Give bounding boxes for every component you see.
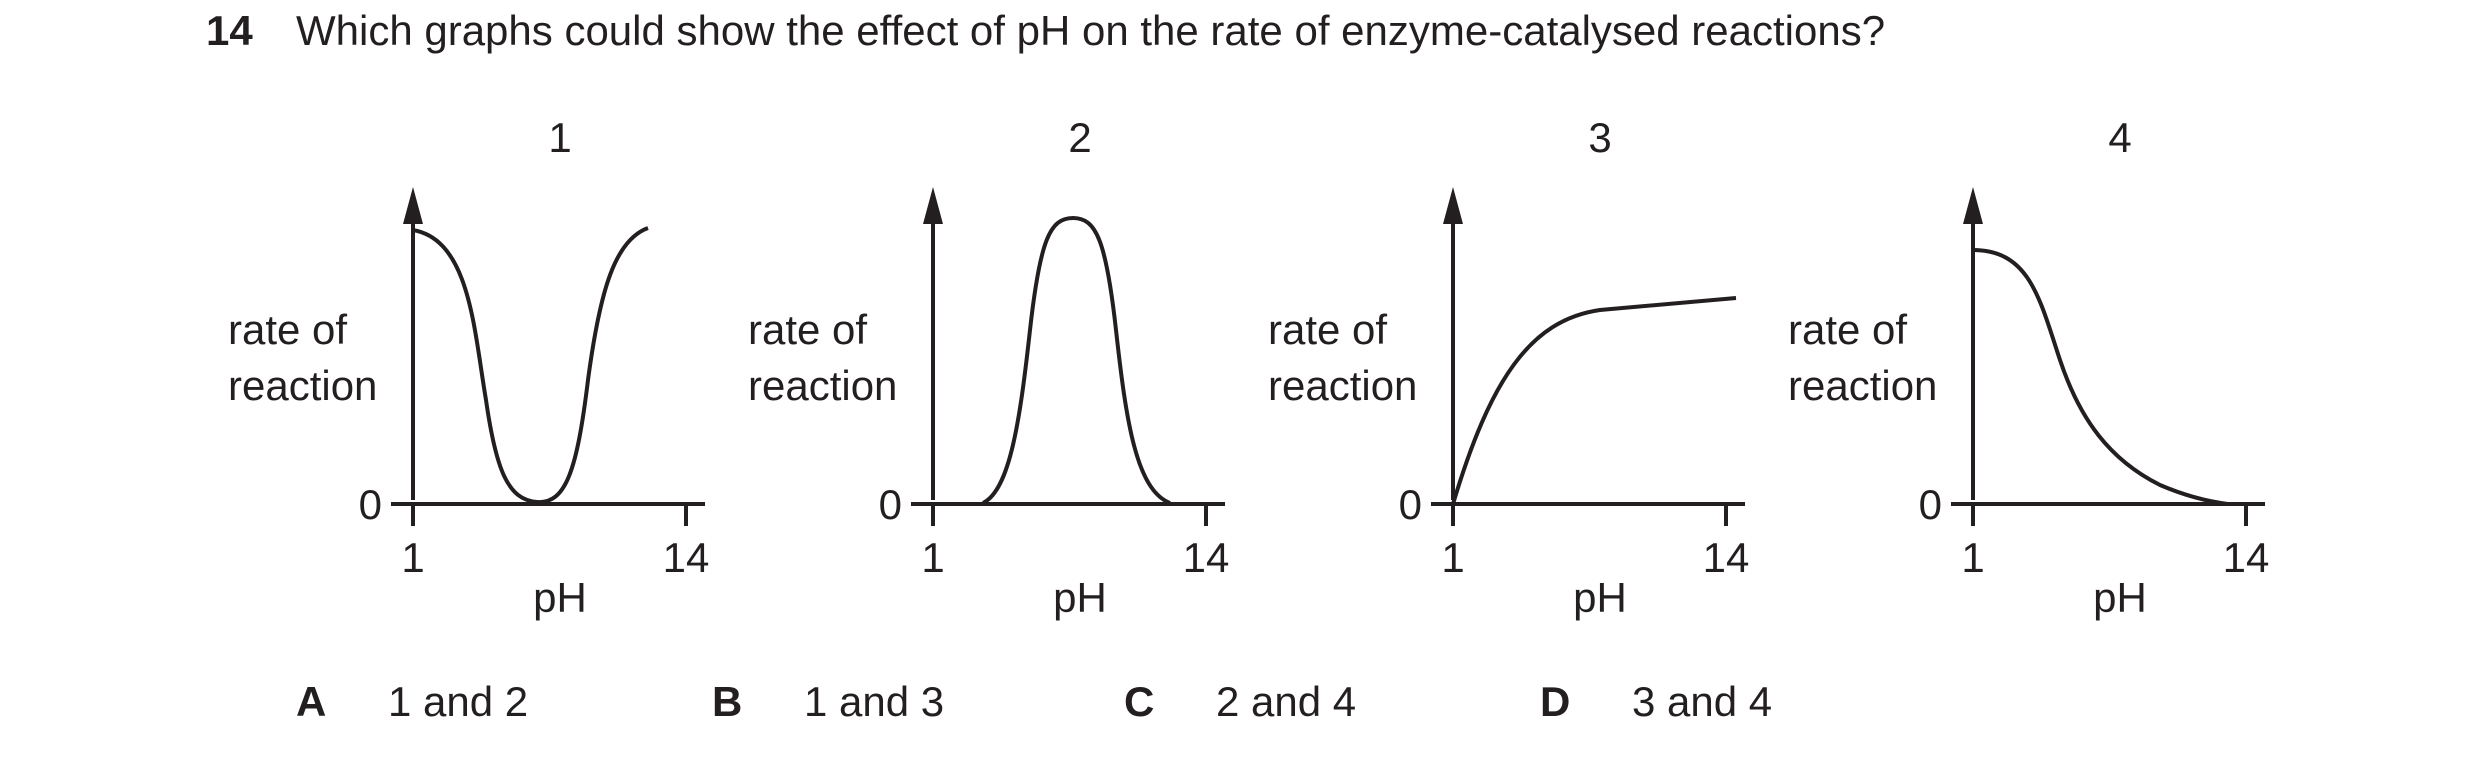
y-axis-arrowhead (403, 187, 423, 224)
y-label-line1: rate of (228, 306, 347, 353)
question: 14 Which graphs could show the effect of … (206, 0, 1885, 62)
option-b[interactable]: B 1 and 3 (712, 672, 944, 732)
option-letter: B (712, 678, 743, 725)
y-zero-label: 0 (359, 481, 382, 528)
option-text: 1 and 2 (388, 678, 529, 725)
option-a[interactable]: A 1 and 2 (296, 672, 528, 732)
x-min-label: 1 (1961, 534, 1984, 581)
graph-4: 4 rate of reaction 0 1 14 pH (1788, 114, 2269, 621)
graph-2: 2 rate of reaction 0 1 14 pH (748, 114, 1229, 621)
y-label-line2: reaction (1268, 362, 1417, 409)
graph-number: 2 (1068, 114, 1091, 161)
graph-3: 3 rate of reaction 0 1 14 pH (1268, 114, 1749, 621)
y-axis-arrowhead (1443, 187, 1463, 224)
x-axis-label: pH (1053, 574, 1107, 621)
option-letter: D (1540, 678, 1571, 725)
x-min-label: 1 (401, 534, 424, 581)
option-letter: A (296, 678, 327, 725)
curve-bell-peak (981, 215, 1171, 505)
x-max-label: 14 (1703, 534, 1750, 581)
x-axis-label: pH (2093, 574, 2147, 621)
y-label-line2: reaction (228, 362, 377, 409)
y-axis-arrowhead (1963, 187, 1983, 224)
question-number: 14 (206, 7, 253, 54)
curve-u-shape (412, 226, 649, 505)
curve-saturation (1451, 296, 1737, 505)
option-text: 2 and 4 (1216, 678, 1357, 725)
x-max-label: 14 (663, 534, 710, 581)
y-axis-arrowhead (923, 187, 943, 224)
y-zero-label: 0 (1919, 481, 1942, 528)
question-text: Which graphs could show the effect of pH… (296, 7, 1886, 54)
x-axis-label: pH (533, 574, 587, 621)
graphs-figure: 1 rate of reaction 0 1 14 pH 2 rate of r… (228, 114, 2269, 621)
option-c[interactable]: C 2 and 4 (1124, 672, 1356, 732)
y-label-line2: reaction (1788, 362, 1937, 409)
option-text: 3 and 4 (1632, 678, 1773, 725)
x-max-label: 14 (1183, 534, 1230, 581)
graph-number: 3 (1588, 114, 1611, 161)
x-min-label: 1 (921, 534, 944, 581)
graph-1: 1 rate of reaction 0 1 14 pH (228, 114, 709, 621)
x-max-label: 14 (2223, 534, 2270, 581)
option-d[interactable]: D 3 and 4 (1540, 672, 1772, 732)
y-label-line2: reaction (748, 362, 897, 409)
x-axis-label: pH (1573, 574, 1627, 621)
y-zero-label: 0 (1399, 481, 1422, 528)
option-text: 1 and 3 (804, 678, 945, 725)
curve-decreasing (1972, 248, 2229, 506)
graph-number: 4 (2108, 114, 2131, 161)
y-label-line1: rate of (748, 306, 867, 353)
y-zero-label: 0 (879, 481, 902, 528)
x-min-label: 1 (1441, 534, 1464, 581)
y-label-line1: rate of (1268, 306, 1387, 353)
option-letter: C (1124, 678, 1155, 725)
y-label-line1: rate of (1788, 306, 1907, 353)
graph-number: 1 (548, 114, 571, 161)
